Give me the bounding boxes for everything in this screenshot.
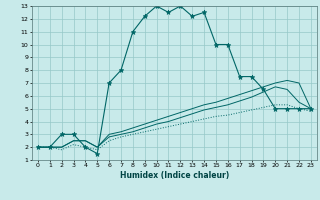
X-axis label: Humidex (Indice chaleur): Humidex (Indice chaleur) bbox=[120, 171, 229, 180]
